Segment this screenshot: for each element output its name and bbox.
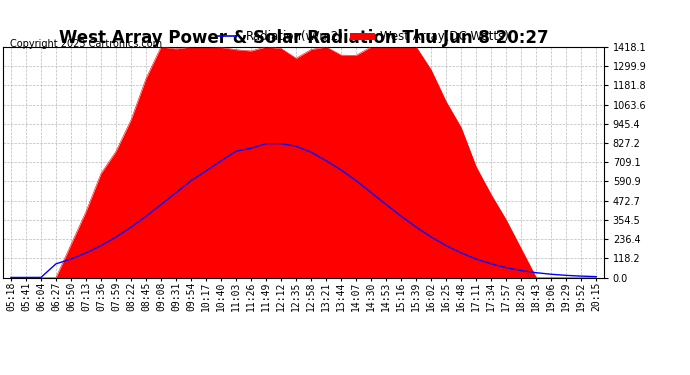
Title: West Array Power & Solar Radiation Thu Jun 8 20:27: West Array Power & Solar Radiation Thu J… <box>59 29 549 47</box>
Text: Copyright 2023 Cartronics.com: Copyright 2023 Cartronics.com <box>10 39 162 50</box>
Legend: Radiation(w/m2), West Array(DC Watts): Radiation(w/m2), West Array(DC Watts) <box>214 25 513 48</box>
